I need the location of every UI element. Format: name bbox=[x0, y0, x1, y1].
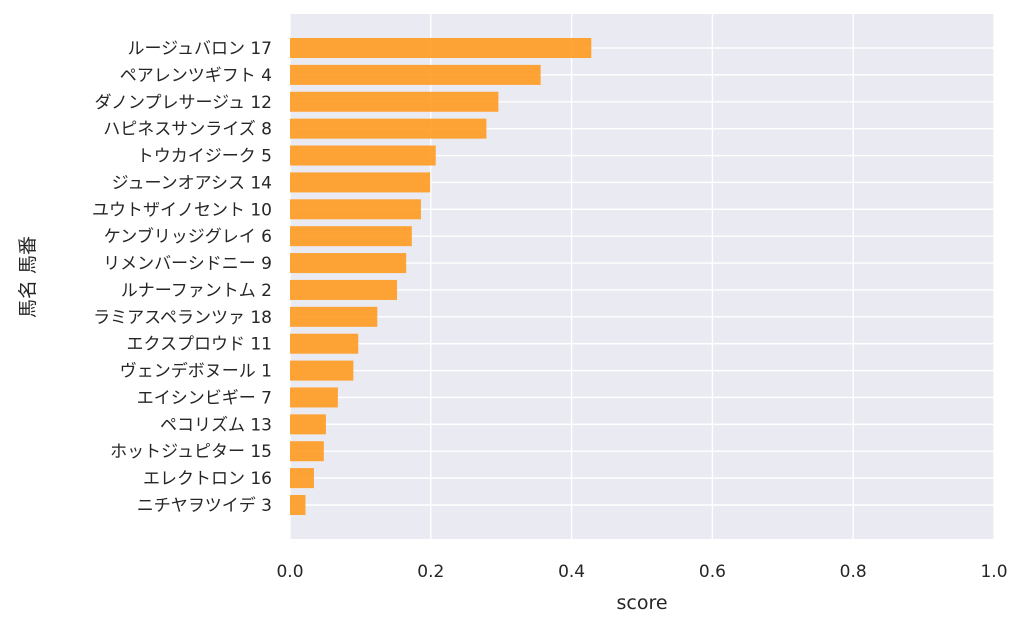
y-tick-label: ダノンプレサージュ 12 bbox=[95, 93, 273, 113]
y-tick-label: ペアレンツギフト 4 bbox=[120, 66, 272, 86]
y-tick-label: ルナーファントム 2 bbox=[121, 281, 272, 301]
y-axis-title: 馬名 馬番 bbox=[17, 236, 39, 318]
bar bbox=[290, 172, 431, 193]
y-tick-label: ヴェンデボヌール 1 bbox=[120, 361, 272, 382]
bar bbox=[290, 64, 541, 85]
bars bbox=[290, 38, 592, 515]
x-tick-label: 0.6 bbox=[699, 562, 726, 582]
y-tick-label: ラミアスペランツァ 18 bbox=[93, 308, 272, 328]
bar bbox=[290, 199, 421, 220]
y-tick-label: ジューンオアシス 14 bbox=[112, 173, 272, 193]
y-tick-label: エクスプロウド 11 bbox=[126, 335, 272, 355]
bar bbox=[290, 118, 487, 139]
x-axis-title: score bbox=[616, 592, 667, 614]
x-tick-label: 0.8 bbox=[840, 562, 867, 582]
y-tick-label: エイシンビギー 7 bbox=[137, 388, 272, 408]
y-tick-labels: ルージュバロン 17 ペアレンツギフト 4 ダノンプレサージュ 12 ハピネスサンライ… bbox=[92, 39, 272, 516]
y-tick-label: ルージュバロン 17 bbox=[127, 39, 272, 59]
y-tick-label: ユウトザイノセント 10 bbox=[92, 200, 272, 220]
bar bbox=[290, 414, 326, 435]
bar bbox=[290, 145, 436, 166]
y-tick-label: ハピネスサンライズ 8 bbox=[103, 120, 272, 140]
x-tick-label: 0.2 bbox=[417, 562, 444, 582]
bar bbox=[290, 360, 354, 381]
x-tick-label: 0.4 bbox=[558, 562, 585, 582]
y-tick-label: ホットジュピター 15 bbox=[110, 442, 272, 462]
bar bbox=[290, 333, 359, 354]
x-tick-label: 1.0 bbox=[980, 562, 1007, 582]
bar bbox=[290, 468, 314, 489]
y-tick-label: エレクトロン 16 bbox=[143, 469, 272, 489]
bar bbox=[290, 38, 592, 58]
y-tick-label: ペコリズム 13 bbox=[160, 415, 272, 435]
x-tick-labels: 0.0 0.2 0.4 0.6 0.8 1.0 bbox=[276, 562, 1007, 582]
bar bbox=[290, 91, 499, 112]
bar bbox=[290, 306, 378, 327]
bar bbox=[290, 253, 407, 274]
y-tick-label: ケンブリッジグレイ 6 bbox=[104, 226, 272, 247]
y-tick-label: トウカイジーク 5 bbox=[137, 147, 272, 167]
bar bbox=[290, 279, 398, 300]
bar bbox=[290, 226, 412, 247]
x-tick-label: 0.0 bbox=[276, 562, 303, 582]
bar bbox=[290, 387, 338, 408]
bar bbox=[290, 495, 306, 515]
y-tick-label: リメンバーシドニー 9 bbox=[103, 254, 272, 274]
y-tick-label: ニチヤヲツイデ 3 bbox=[137, 495, 272, 516]
bar bbox=[290, 441, 324, 462]
